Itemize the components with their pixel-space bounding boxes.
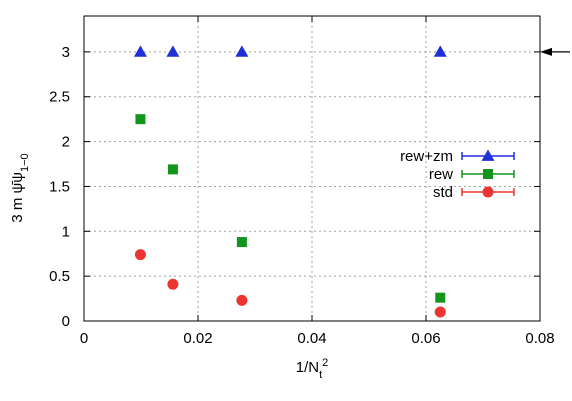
y-tick-label: 2.5 (49, 89, 70, 106)
grid (84, 16, 540, 321)
y-tick-label: 0.5 (49, 268, 70, 285)
data-point (135, 114, 146, 125)
data-point (434, 306, 446, 318)
ticks: 0 0.02 0.04 0.06 0.08 0 0.5 1 1.5 2 2.5 3 (49, 16, 555, 347)
legend-marker (482, 186, 494, 198)
data-point (236, 237, 247, 248)
arrow-head (540, 47, 552, 56)
y-tick-label: 3 (62, 44, 70, 61)
y-tick-label: 2 (62, 134, 70, 151)
data-point (236, 294, 248, 306)
data-point (433, 45, 447, 57)
legend-marker (483, 169, 493, 179)
x-axis-label: 1/Nt2 (296, 357, 329, 381)
y-axis-label: 3 m ψ̄ψ1−0 (9, 153, 31, 222)
series-rew (135, 114, 446, 303)
y-tick-label: 1 (62, 223, 70, 240)
x-tick-label: 0.04 (297, 330, 326, 347)
x-tick-label: 0 (80, 330, 88, 347)
x-tick-label: 0.02 (183, 330, 212, 347)
legend-label: std (433, 184, 453, 201)
data-point (235, 45, 249, 57)
y-tick-label: 1.5 (49, 178, 70, 195)
y-tick-label: 0 (62, 313, 70, 330)
x-tick-label: 0.08 (525, 330, 554, 347)
data-point (133, 45, 147, 57)
legend-marker (481, 149, 495, 161)
data-point (435, 292, 446, 303)
data-point (167, 278, 179, 290)
arrow-annotation (540, 47, 570, 56)
series-std (134, 249, 446, 318)
series-rew+zm (133, 45, 447, 57)
legend-label: rew+zm (400, 148, 453, 165)
data-point (167, 164, 178, 175)
plot-frame (83, 15, 541, 322)
data-point (166, 45, 180, 57)
x-tick-label: 0.06 (411, 330, 440, 347)
data-marks (133, 45, 447, 318)
legend-label: rew (429, 166, 453, 183)
data-point (134, 249, 146, 261)
